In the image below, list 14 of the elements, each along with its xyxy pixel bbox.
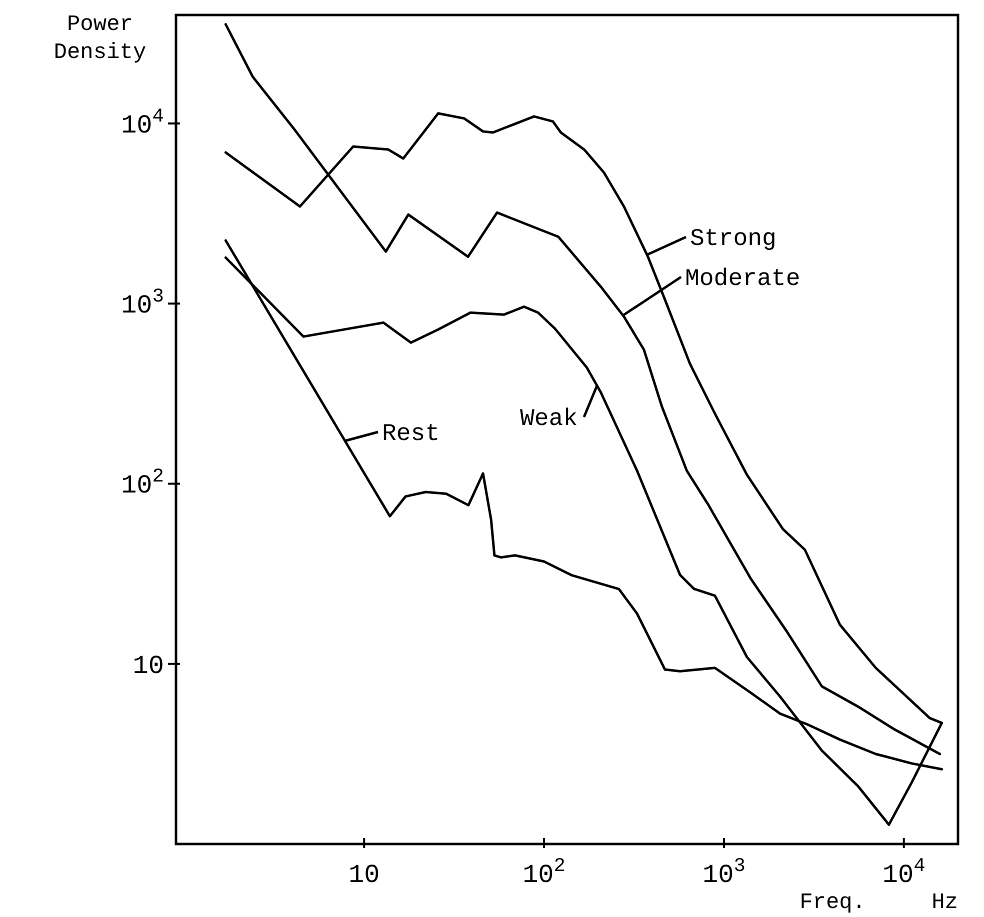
x-axis-title: Freq. Hz xyxy=(800,890,958,915)
legend-label: Moderate xyxy=(685,266,800,293)
x-tick-label: 10$^{2}$ xyxy=(522,855,566,890)
y-tick-label: 10$^{3}$ xyxy=(121,286,164,321)
y-tick-label: 10$^{2}$ xyxy=(121,466,164,501)
y-tick-label: 10 xyxy=(132,650,164,681)
legend-label: Rest xyxy=(382,421,440,448)
y-tick-label: 10$^{4}$ xyxy=(121,105,164,140)
legend-label: Strong xyxy=(690,226,776,253)
series-label: Weak xyxy=(520,406,578,433)
x-tick-label: 10 xyxy=(348,860,380,890)
x-tick-label: 10$^{3}$ xyxy=(702,855,746,890)
x-tick-label: 10$^{4}$ xyxy=(882,855,926,890)
y-axis-title: Power Density xyxy=(54,12,146,65)
